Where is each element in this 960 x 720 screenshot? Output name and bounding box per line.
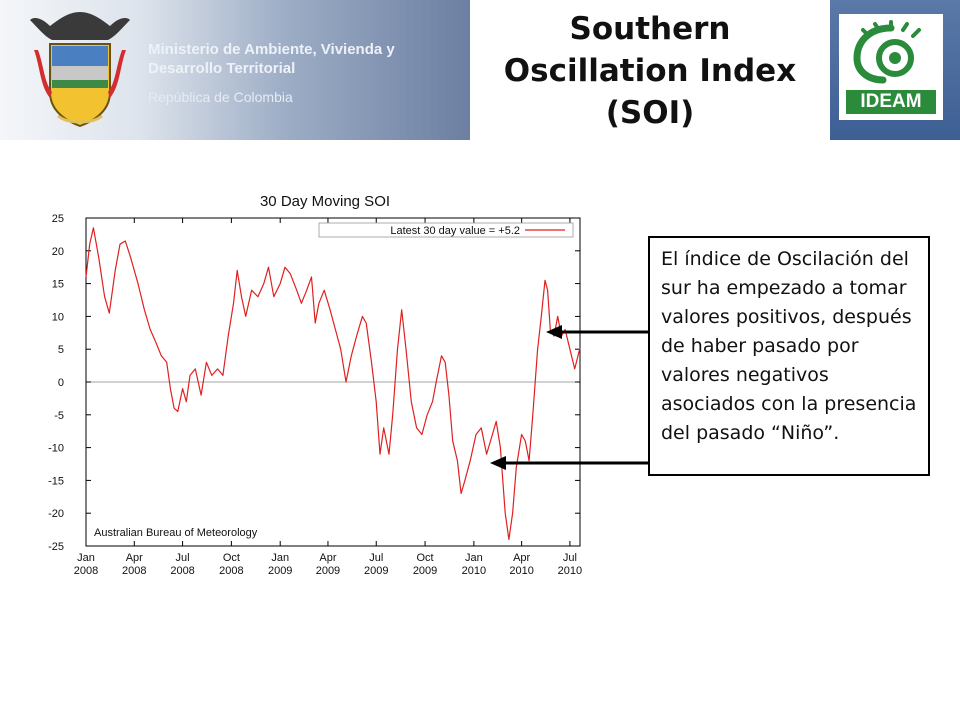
x-tick-label-month: Jul (563, 552, 577, 564)
y-tick-label: 20 (52, 246, 64, 258)
ideam-logo-text: IDEAM (846, 90, 936, 114)
y-tick-label: 15 (52, 279, 64, 291)
y-tick-label: 5 (58, 344, 64, 356)
ideam-logo-icon: IDEAM (839, 14, 943, 120)
x-tick-label-month: Oct (416, 552, 433, 564)
chart-source: Australian Bureau of Meteorology (94, 527, 258, 539)
y-tick-label: -25 (48, 541, 64, 553)
chart-title: 30 Day Moving SOI (260, 193, 390, 210)
x-tick-label-month: Apr (126, 552, 143, 564)
x-tick-label-month: Apr (319, 552, 336, 564)
callout-box: El índice de Oscilación del sur ha empez… (648, 236, 930, 476)
x-tick-label-year: 2008 (170, 565, 194, 577)
x-tick-label-year: 2009 (364, 565, 388, 577)
x-tick-label-year: 2009 (316, 565, 340, 577)
soi-chart: 30 Day Moving SOI 25 20 15 10 5 0 -5 -10 -15 -20 -… (48, 193, 582, 577)
y-tick-label: 0 (58, 377, 64, 389)
x-tick-label-month: Jan (77, 552, 95, 564)
x-tick-label-month: Apr (513, 552, 530, 564)
y-tick-label: -10 (48, 443, 64, 455)
x-tick-label-month: Jul (369, 552, 383, 564)
colombia-coat-of-arms-icon (30, 12, 130, 128)
x-tick-label-year: 2010 (509, 565, 533, 577)
x-tick-label-month: Oct (223, 552, 240, 564)
y-tick-label: 25 (52, 213, 64, 225)
ideam-swirl-icon (853, 20, 921, 84)
ideam-logo: IDEAM (830, 0, 960, 140)
y-tick-label: -5 (54, 410, 64, 422)
legend-box (318, 222, 574, 238)
x-tick-label-year: 2010 (462, 565, 486, 577)
legend-label: Latest 30 day value = +5.2 (390, 225, 520, 237)
x-tick-label-month: Jan (271, 552, 289, 564)
x-tick-label-year: 2008 (74, 565, 98, 577)
ministry-name: Ministerio de Ambiente, Vivienda y Desar… (148, 41, 395, 77)
page-title: Southern Oscillation Index (SOI) (503, 11, 797, 131)
y-tick-label: -15 (48, 475, 64, 487)
x-tick-label-month: Jul (176, 552, 190, 564)
x-tick-label-year: 2008 (219, 565, 243, 577)
y-tick-label: 10 (52, 311, 64, 323)
soi-series-line (85, 227, 581, 540)
republic-name: República de Colombia (148, 89, 293, 105)
x-tick-label-year: 2009 (413, 565, 437, 577)
x-tick-label-year: 2009 (268, 565, 292, 577)
ministry-banner: Ministerio de Ambiente, Vivienda y Desar… (0, 0, 470, 140)
x-tick-label-month: Jan (465, 552, 483, 564)
x-tick-label-year: 2010 (558, 565, 582, 577)
y-tick-label: -20 (48, 508, 64, 520)
x-tick-label-year: 2008 (122, 565, 146, 577)
